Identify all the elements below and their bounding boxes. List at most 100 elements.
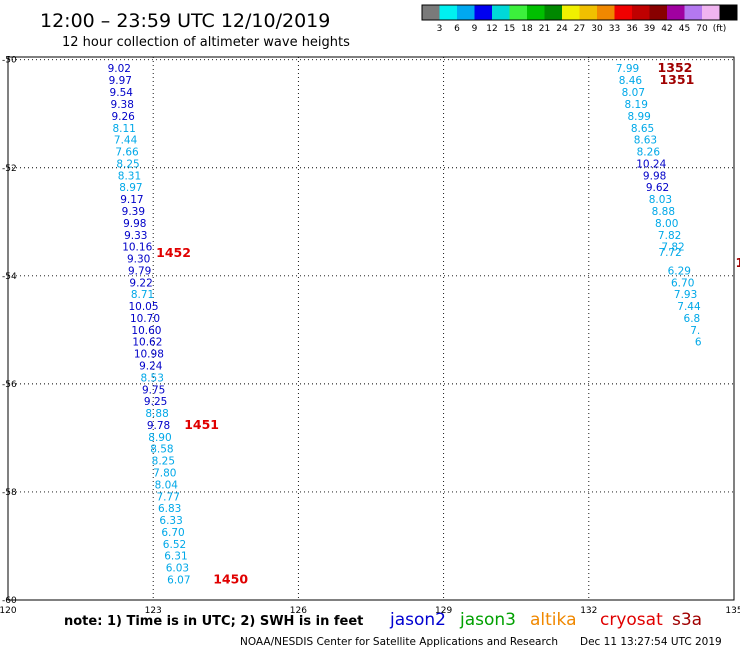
colorbar-label: 18 xyxy=(521,24,533,34)
wave-height-value: 9.54 xyxy=(110,87,134,99)
colorbar-swatch xyxy=(492,5,510,20)
wave-height-value: 6.29 xyxy=(668,265,691,277)
colorbar-label: 3 xyxy=(437,24,443,34)
wave-height-value: 7.44 xyxy=(677,301,701,313)
colorbar-label: 9 xyxy=(472,24,478,34)
wave-height-value: 8.46 xyxy=(619,75,643,87)
wave-height-value: 8.63 xyxy=(634,135,657,147)
x-tick-label: 120 xyxy=(0,606,17,616)
wave-height-value: 6.03 xyxy=(166,563,189,575)
wave-height-value: 8.97 xyxy=(119,182,142,194)
wave-height-value: 10.05 xyxy=(128,301,158,313)
wave-height-value: 8.99 xyxy=(627,111,650,123)
wave-height-value: 9.79 xyxy=(128,265,151,277)
wave-height-value: 9.39 xyxy=(122,206,145,218)
wave-height-value: 8.25 xyxy=(116,158,139,170)
x-tick-label: 123 xyxy=(145,606,162,616)
wave-height-value: 7. xyxy=(690,325,700,337)
axis-ticks: 120 123 126 129 132 135 -50 -52 -54 -56 -58 -60 xyxy=(0,56,740,616)
y-tick-label: -60 xyxy=(2,596,17,606)
wave-height-value: 7.82 xyxy=(661,242,684,254)
note-text: note: 1) Time is in UTC; 2) SWH is in fe… xyxy=(64,614,363,629)
satellite-legend-cryosat: cryosat xyxy=(600,610,663,630)
wave-height-value: 6.8 xyxy=(684,313,701,325)
colorbar-swatch xyxy=(457,5,475,20)
wave-height-value: 7.82 xyxy=(658,230,681,242)
wave-height-value: 10.70 xyxy=(130,313,160,325)
wave-height-value: 6 xyxy=(695,337,702,349)
colorbar-swatch xyxy=(579,5,597,20)
satellite-legend-s3a: s3a xyxy=(672,610,702,630)
wave-height-value: 7.80 xyxy=(153,467,176,479)
colorbar-label: 24 xyxy=(556,24,568,34)
colorbar-swatch xyxy=(527,5,545,20)
colorbar-label: 21 xyxy=(539,24,550,34)
wave-height-value: 7.72 xyxy=(658,247,681,259)
colorbar-label: (ft) xyxy=(713,24,727,34)
wave-height-value: 9.98 xyxy=(643,170,666,182)
x-tick-label: 126 xyxy=(290,606,307,616)
wave-height-value: 8.65 xyxy=(631,123,654,135)
wave-height-value: 7.99 xyxy=(616,63,639,75)
colorbar-swatch xyxy=(544,5,562,20)
wave-height-value: 9.17 xyxy=(120,194,143,206)
wave-height-value: 7.93 xyxy=(674,289,697,301)
wave-height-value: 8.00 xyxy=(655,218,678,230)
time-marker: 1 xyxy=(735,255,740,270)
wave-height-value: 10.24 xyxy=(636,158,666,170)
colorbar-label: 45 xyxy=(679,24,690,34)
wave-height-value: 9.75 xyxy=(142,384,165,396)
colorbar-swatch xyxy=(649,5,667,20)
wave-height-value: 7.44 xyxy=(114,135,138,147)
colorbar-swatch xyxy=(562,5,580,20)
wave-height-value: 8.31 xyxy=(118,170,141,182)
satellite-legend-jason3: jason3 xyxy=(459,610,516,630)
colorbar-swatch xyxy=(702,5,720,20)
wave-height-value: 8.25 xyxy=(152,456,175,468)
colorbar-swatch xyxy=(597,5,615,20)
wave-height-value: 10.16 xyxy=(122,242,152,254)
wave-height-value: 9.38 xyxy=(111,99,134,111)
colorbar-label: 33 xyxy=(609,24,620,34)
colorbar-label: 15 xyxy=(504,24,515,34)
wave-height-value: 6.83 xyxy=(158,503,181,515)
wave-height-value: 8.04 xyxy=(155,479,179,491)
wave-height-value: 7.66 xyxy=(115,147,139,159)
colorbar-label: 6 xyxy=(454,24,460,34)
wave-height-value: 10.60 xyxy=(131,325,161,337)
wave-height-value: 8.11 xyxy=(112,123,135,135)
wave-height-value: 8.90 xyxy=(148,432,171,444)
chart-title: 12:00 – 23:59 UTC 12/10/2019 xyxy=(40,10,330,32)
data-marks: 9.029.979.549.389.268.117.447.668.258.31… xyxy=(108,60,740,587)
colorbar-legend: 3 6 9 12 15 18 21 24 27 30 33 36 39 42 45 70 (ft) xyxy=(421,4,738,34)
wave-height-value: 8.88 xyxy=(145,408,168,420)
wave-height-value: 9.33 xyxy=(124,230,147,242)
plot-frame xyxy=(7,56,735,601)
wave-height-value: 9.22 xyxy=(129,277,152,289)
colorbar-label: 27 xyxy=(574,24,585,34)
colorbar-swatch xyxy=(439,5,457,20)
colorbar-swatch xyxy=(509,5,527,20)
wave-height-value: 10.62 xyxy=(132,337,162,349)
wave-height-value: 6.33 xyxy=(159,515,182,527)
y-tick-label: -56 xyxy=(2,380,17,390)
colorbar-label: 39 xyxy=(644,24,656,34)
colorbar-label: 12 xyxy=(486,24,497,34)
colorbar-swatch xyxy=(422,5,440,20)
wave-height-value: 8.26 xyxy=(637,147,661,159)
wave-height-value: 9.26 xyxy=(111,111,135,123)
wave-height-value: 9.30 xyxy=(127,254,150,266)
colorbar-label: 42 xyxy=(661,24,672,34)
footer-credit: NOAA/NESDIS Center for Satellite Applica… xyxy=(240,636,558,648)
wave-height-value: 8.19 xyxy=(625,99,648,111)
wave-height-value: 7.77 xyxy=(157,491,180,503)
y-tick-label: -58 xyxy=(2,488,17,498)
wave-height-value: 9.98 xyxy=(123,218,146,230)
wave-height-value: 9.62 xyxy=(646,182,669,194)
colorbar-swatch xyxy=(632,5,650,20)
y-tick-label: -52 xyxy=(2,164,17,174)
wave-height-value: 6.70 xyxy=(671,277,694,289)
wave-height-value: 9.78 xyxy=(147,420,170,432)
